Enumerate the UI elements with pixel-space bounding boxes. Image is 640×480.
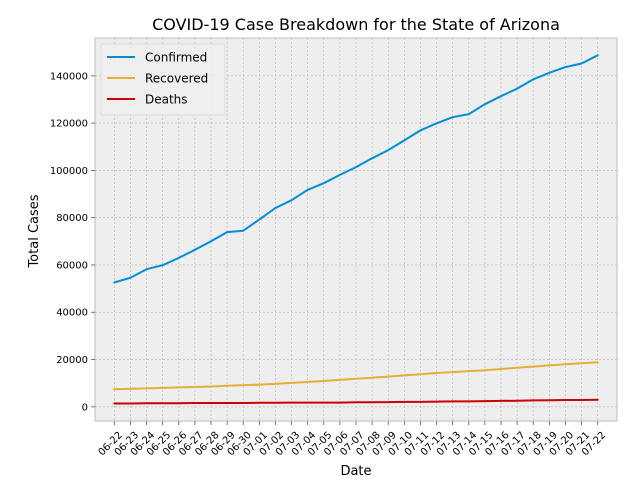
series-line-confirmed bbox=[113, 54, 599, 284]
y-tick-label: 40000 bbox=[56, 308, 88, 319]
y-tick-label: 20000 bbox=[56, 355, 88, 366]
x-axis-label: Date bbox=[340, 464, 371, 479]
y-tick-label: 60000 bbox=[56, 260, 88, 271]
y-tick-label: 0 bbox=[82, 402, 88, 413]
series-lines bbox=[113, 54, 599, 405]
series-line-recovered bbox=[113, 361, 599, 391]
series-line-deaths bbox=[113, 398, 599, 405]
y-tick-label: 100000 bbox=[50, 166, 88, 177]
y-tick-label: 120000 bbox=[50, 119, 88, 130]
legend-box bbox=[100, 43, 226, 116]
grid-lines bbox=[95, 38, 617, 421]
y-tick-label: 140000 bbox=[50, 71, 88, 82]
legend-label-deaths: Deaths bbox=[145, 93, 188, 107]
y-tick-label: 80000 bbox=[56, 213, 88, 224]
legend-label-recovered: Recovered bbox=[145, 72, 208, 86]
chart-title: COVID-19 Case Breakdown for the State of… bbox=[152, 15, 560, 34]
legend: Confirmed Recovered Deaths bbox=[100, 43, 226, 116]
y-axis-label: Total Cases bbox=[27, 194, 42, 268]
legend-label-confirmed: Confirmed bbox=[145, 51, 207, 65]
y-axis-ticks: 0 20000 40000 60000 80000 100000 120000 140000 bbox=[50, 71, 95, 413]
